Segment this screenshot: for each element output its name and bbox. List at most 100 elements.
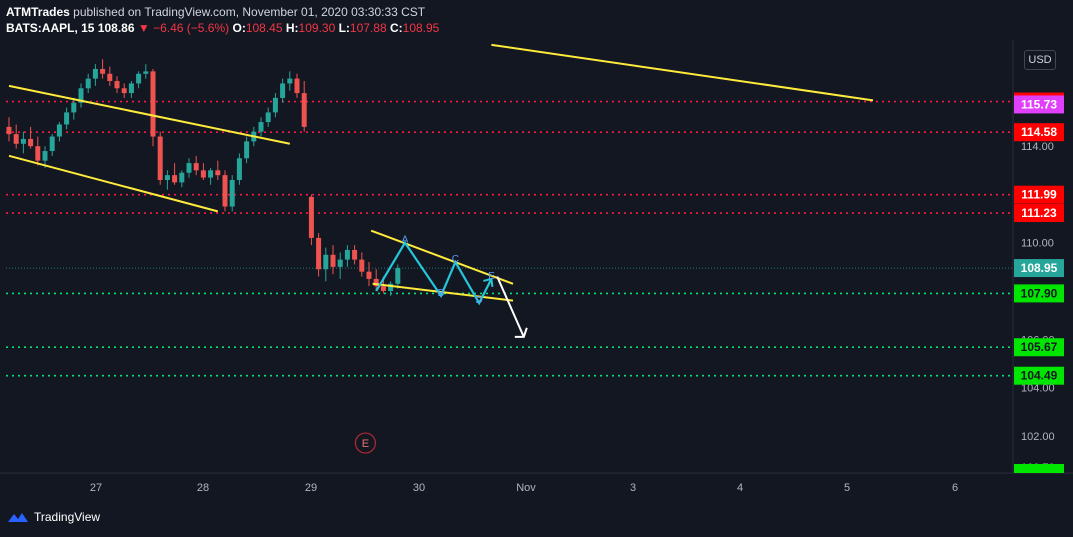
candle-body bbox=[49, 136, 55, 152]
candle-body bbox=[13, 134, 19, 144]
last-price-tag bbox=[1014, 259, 1064, 278]
x-axis-tick-label: 28 bbox=[197, 482, 209, 494]
candle-body bbox=[136, 73, 142, 84]
candle-body bbox=[388, 283, 394, 291]
support-price-tag bbox=[1014, 338, 1064, 357]
candle-body bbox=[143, 71, 149, 74]
currency-button[interactable]: USD bbox=[1024, 50, 1056, 70]
wave-label-c: C bbox=[452, 254, 459, 265]
last-price: 108.86 bbox=[97, 21, 135, 35]
resistance-price-tag bbox=[1014, 204, 1064, 223]
candle-body bbox=[280, 83, 286, 98]
tradingview-cloud-icon bbox=[8, 513, 28, 522]
candle-body bbox=[164, 175, 170, 180]
forecast-arrow-line bbox=[496, 276, 525, 338]
candle-body bbox=[258, 122, 264, 132]
candle-body bbox=[71, 102, 77, 113]
candle-body bbox=[6, 126, 12, 135]
high-label: H: bbox=[285, 21, 299, 35]
change-arrow-icon: ▼ bbox=[137, 21, 150, 35]
wave-label-a: A bbox=[402, 235, 409, 246]
candle-body bbox=[301, 93, 307, 127]
candle-body bbox=[179, 172, 185, 183]
tradingview-logo[interactable]: TradingView bbox=[6, 510, 100, 524]
candle-body bbox=[352, 249, 358, 260]
candle-body bbox=[150, 71, 156, 137]
candle-body bbox=[236, 158, 242, 180]
high-value: 109.30 bbox=[298, 21, 336, 35]
x-axis-tick-label: 30 bbox=[413, 482, 425, 494]
support-price-tag bbox=[1014, 284, 1064, 303]
y-axis-tick-label: 114.00 bbox=[1021, 141, 1054, 153]
candle-body bbox=[265, 112, 271, 123]
candle-body bbox=[208, 170, 214, 178]
candle-body bbox=[229, 179, 235, 207]
candle-body bbox=[200, 170, 206, 178]
candle-body bbox=[287, 78, 293, 84]
y-axis-tick-label: 104.00 bbox=[1021, 383, 1055, 395]
candle-body bbox=[330, 254, 336, 267]
candle-body bbox=[373, 278, 379, 287]
last-price-tag-label: 108.95 bbox=[1021, 261, 1058, 275]
candle-body bbox=[35, 146, 41, 161]
candle-body bbox=[114, 81, 120, 89]
x-axis-tick-label: 5 bbox=[844, 482, 850, 494]
resistance-price-tag-label: 114.58 bbox=[1021, 125, 1057, 139]
candle-body bbox=[359, 259, 365, 272]
candle-body bbox=[28, 138, 34, 147]
candle-body bbox=[42, 151, 48, 161]
price-change: −6.46 (−5.6%) bbox=[153, 21, 230, 35]
author-name[interactable]: ATMTrades bbox=[6, 5, 70, 19]
candle-body bbox=[380, 286, 386, 291]
candle-body bbox=[193, 163, 199, 171]
x-axis-tick-label: 3 bbox=[630, 482, 636, 494]
open-label: O: bbox=[232, 21, 246, 35]
candle-body bbox=[215, 170, 221, 176]
symbol-label[interactable]: BATS:AAPL, 15 bbox=[6, 21, 95, 35]
resistance-price-tag bbox=[1014, 123, 1064, 142]
candles-group bbox=[6, 59, 401, 296]
candle-body bbox=[366, 271, 372, 279]
candle-body bbox=[272, 97, 278, 113]
candle-body bbox=[323, 254, 329, 270]
wave-label-e: E bbox=[488, 271, 495, 282]
lower-support-tag-stub bbox=[1014, 464, 1064, 473]
candle-body bbox=[337, 259, 343, 267]
open-value: 108.45 bbox=[245, 21, 283, 35]
resistance-price-tag-label: 111.23 bbox=[1021, 206, 1057, 220]
candle-body bbox=[85, 78, 91, 89]
candle-body bbox=[308, 196, 314, 238]
tradingview-brand-text: TradingView bbox=[34, 510, 101, 524]
support-price-tag-label: 104.49 bbox=[1021, 369, 1058, 383]
candle-body bbox=[121, 88, 127, 94]
resistance-price-tag-label: 111.99 bbox=[1021, 188, 1057, 202]
candle-body bbox=[172, 175, 178, 183]
support-price-tag-label: 105.67 bbox=[1021, 340, 1058, 354]
long-trend-line bbox=[491, 43, 874, 102]
x-axis-tick-label: 6 bbox=[952, 482, 958, 494]
candle-body bbox=[20, 138, 26, 144]
y-axis-tick-label: 110.00 bbox=[1021, 238, 1054, 250]
wave-label-d: D bbox=[476, 295, 483, 306]
candle-body bbox=[64, 112, 70, 125]
resistance-price-tag bbox=[1014, 95, 1064, 114]
x-axis-tick-label: 4 bbox=[737, 482, 743, 494]
lower-channel-line bbox=[8, 154, 219, 213]
wedge-line bbox=[370, 229, 514, 285]
candle-body bbox=[78, 88, 84, 103]
earnings-marker-icon bbox=[354, 432, 376, 454]
x-axis-tick-label: Nov bbox=[516, 482, 536, 494]
chart-header: ATMTrades published on TradingView.com, … bbox=[6, 4, 439, 36]
candle-body bbox=[56, 124, 62, 137]
candle-body bbox=[92, 68, 98, 79]
upper-channel-line bbox=[8, 84, 291, 145]
wave-arrow-icon bbox=[483, 277, 494, 288]
wave-label-b: B bbox=[438, 288, 445, 299]
low-label: L: bbox=[338, 21, 350, 35]
candle-body bbox=[100, 68, 106, 74]
close-label: C: bbox=[389, 21, 403, 35]
forecast-arrow-icon bbox=[514, 327, 528, 338]
low-value: 107.88 bbox=[349, 21, 387, 35]
support-price-tag bbox=[1014, 366, 1064, 385]
